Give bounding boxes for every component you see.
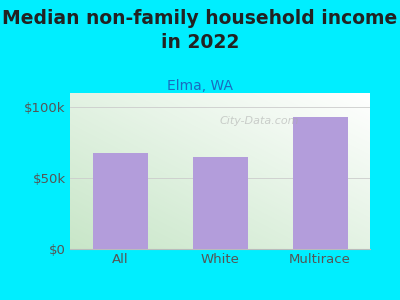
- Text: City-Data.com: City-Data.com: [219, 116, 299, 126]
- Text: Median non-family household income
in 2022: Median non-family household income in 20…: [2, 9, 398, 52]
- Bar: [292, 117, 348, 249]
- Bar: [92, 153, 148, 249]
- Bar: [192, 157, 248, 249]
- Text: Elma, WA: Elma, WA: [167, 80, 233, 94]
